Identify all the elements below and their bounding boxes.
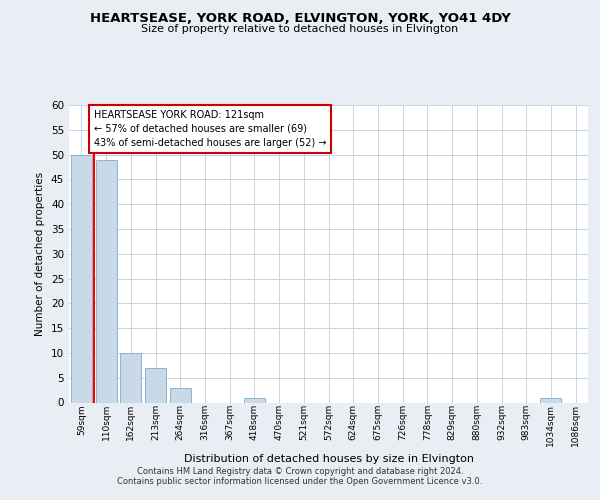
Bar [145,368,166,402]
Bar [541,398,562,402]
Bar [95,160,116,402]
Text: Contains public sector information licensed under the Open Government Licence v3: Contains public sector information licen… [118,477,482,486]
Text: HEARTSEASE, YORK ROAD, ELVINGTON, YORK, YO41 4DY: HEARTSEASE, YORK ROAD, ELVINGTON, YORK, … [89,12,511,26]
Text: Size of property relative to detached houses in Elvington: Size of property relative to detached ho… [142,24,458,34]
Text: Contains HM Land Registry data © Crown copyright and database right 2024.: Contains HM Land Registry data © Crown c… [137,467,463,476]
Y-axis label: Number of detached properties: Number of detached properties [35,172,46,336]
Text: HEARTSEASE YORK ROAD: 121sqm
← 57% of detached houses are smaller (69)
43% of se: HEARTSEASE YORK ROAD: 121sqm ← 57% of de… [94,110,326,148]
Bar [120,353,141,403]
Bar [71,154,92,402]
Bar [244,398,265,402]
Bar [170,388,191,402]
X-axis label: Distribution of detached houses by size in Elvington: Distribution of detached houses by size … [184,454,473,464]
